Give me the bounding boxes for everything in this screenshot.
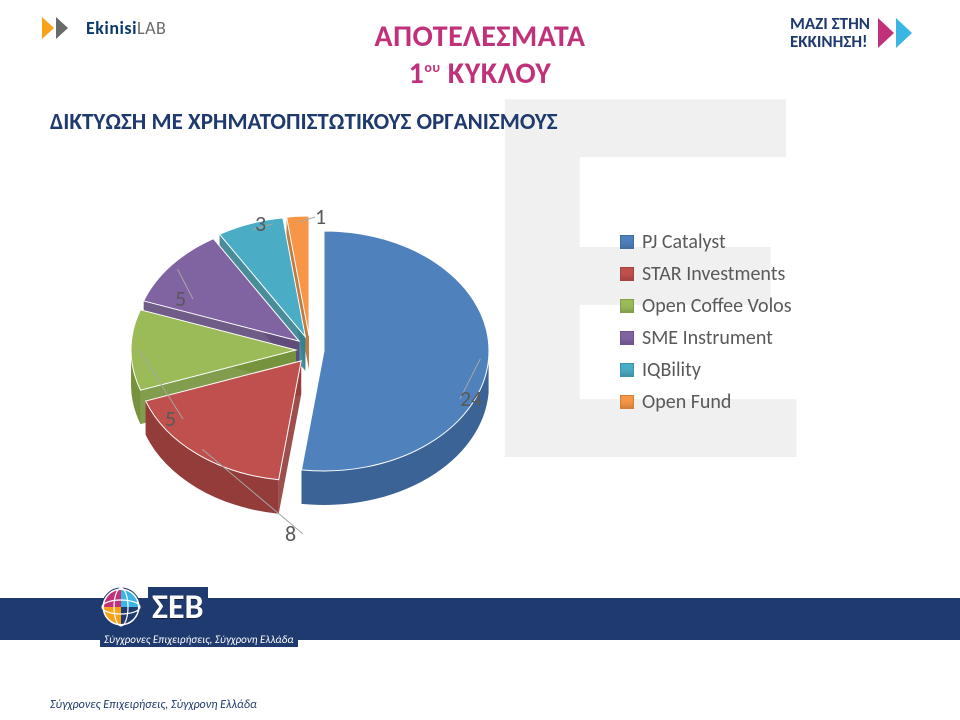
title-line2-suffix: ΚΥΚΛΟΥ — [441, 55, 552, 92]
pie-svg — [110, 180, 530, 560]
slide-title: ΑΠΟΤΕΛΕΣΜΑΤΑ 1ου ΚΥΚΛΟΥ — [0, 18, 960, 92]
legend-swatch — [620, 363, 634, 377]
legend-swatch — [620, 267, 634, 281]
footer-sev-logo: ΣΕΒ Σύγχρονες Επιχειρήσεις, Σύγχρονη Ελλ… — [100, 586, 300, 648]
title-line2: 1ου ΚΥΚΛΟΥ — [0, 55, 960, 92]
legend-swatch — [620, 331, 634, 345]
legend-item: Open Coffee Volos — [620, 294, 880, 318]
legend-item: STAR Investments — [620, 262, 880, 286]
pie-slice-label: 8 — [285, 520, 296, 547]
pie-slice-label: 3 — [255, 210, 266, 237]
footer-tagline: Σύγχρονες Επιχειρήσεις, Σύγχρονη Ελλάδα — [100, 632, 298, 647]
pie-slice-label: 5 — [165, 405, 176, 432]
legend-label: IQBility — [642, 358, 701, 382]
sev-sphere-icon — [100, 586, 142, 628]
pie-slice-label: 24 — [460, 385, 482, 412]
legend-item: SME Instrument — [620, 326, 880, 350]
legend-label: PJ Catalyst — [642, 230, 726, 254]
legend-swatch — [620, 299, 634, 313]
legend-item: IQBility — [620, 358, 880, 382]
legend-label: STAR Investments — [642, 262, 785, 286]
legend-label: SME Instrument — [642, 326, 773, 350]
legend-label: Open Coffee Volos — [642, 294, 792, 318]
pie-chart: 24 8 5 5 3 1 PJ Catalyst STAR Investments Open … — [80, 160, 880, 560]
chart-legend: PJ Catalyst STAR Investments Open Coffee V… — [620, 230, 880, 422]
legend-swatch — [620, 395, 634, 409]
footer-tagline-2: Σύγχρονες Επιχειρήσεις, Σύγχρονη Ελλάδα — [50, 698, 257, 712]
slide-subtitle: ΔΙΚΤΥΩΣΗ ΜΕ ΧΡΗΜΑΤΟΠΙΣΤΩΤΙΚΟΥΣ ΟΡΓΑΝΙΣΜΟ… — [50, 108, 558, 136]
footer: ΣΕΒ Σύγχρονες Επιχειρήσεις, Σύγχρονη Ελλ… — [0, 580, 960, 720]
title-line2-prefix: 1 — [409, 55, 425, 92]
footer-logo-text: ΣΕΒ — [148, 587, 208, 628]
title-line2-sup: ου — [424, 59, 440, 76]
legend-label: Open Fund — [642, 390, 731, 414]
legend-swatch — [620, 235, 634, 249]
pie-slice-label: 5 — [175, 285, 186, 312]
title-line1: ΑΠΟΤΕΛΕΣΜΑΤΑ — [0, 18, 960, 55]
legend-item: Open Fund — [620, 390, 880, 414]
pie-wrap: 2485531 — [110, 180, 510, 540]
legend-item: PJ Catalyst — [620, 230, 880, 254]
pie-slice-label: 1 — [315, 203, 326, 230]
footer-logo-main: ΣΕΒ — [100, 586, 300, 628]
